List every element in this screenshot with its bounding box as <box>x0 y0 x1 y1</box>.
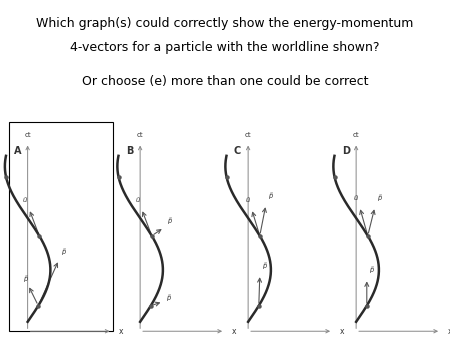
Text: p̃: p̃ <box>166 294 171 301</box>
Text: x: x <box>340 327 344 336</box>
Text: p̃: p̃ <box>377 195 381 201</box>
Text: ũ: ũ <box>353 195 357 201</box>
Text: ct: ct <box>353 131 360 138</box>
Text: ct: ct <box>137 131 144 138</box>
Text: A: A <box>14 146 21 156</box>
Text: p̃: p̃ <box>167 218 171 224</box>
Text: Or choose (e) more than one could be correct: Or choose (e) more than one could be cor… <box>82 75 368 88</box>
Text: x: x <box>448 327 450 336</box>
Text: B: B <box>126 146 133 156</box>
Text: x: x <box>119 327 124 336</box>
Text: p̃: p̃ <box>268 193 272 199</box>
Text: C: C <box>234 146 241 156</box>
Text: p̃: p̃ <box>369 267 373 273</box>
Text: 4-vectors for a particle with the worldline shown?: 4-vectors for a particle with the worldl… <box>70 41 380 54</box>
Text: D: D <box>342 146 350 156</box>
Text: ũ: ũ <box>245 197 249 203</box>
Text: p̃: p̃ <box>22 275 27 282</box>
Text: ũ: ũ <box>22 197 27 203</box>
Text: p̃: p̃ <box>262 263 266 269</box>
Text: x: x <box>232 327 236 336</box>
Text: p̃: p̃ <box>61 248 65 255</box>
Text: Which graph(s) could correctly show the energy-momentum: Which graph(s) could correctly show the … <box>36 17 414 30</box>
Text: ct: ct <box>24 131 31 138</box>
Text: ct: ct <box>245 131 252 138</box>
Text: ũ: ũ <box>135 197 140 203</box>
FancyBboxPatch shape <box>9 122 112 331</box>
